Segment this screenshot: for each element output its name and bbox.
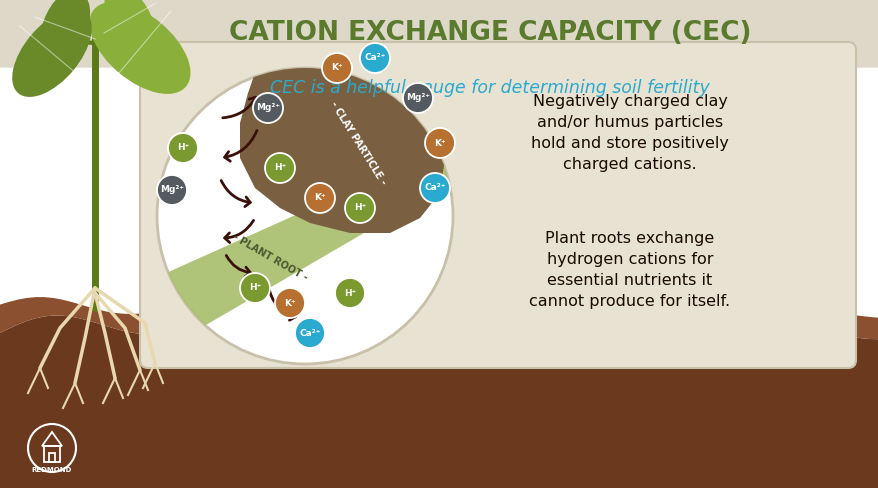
Text: - CLAY PARTICLE -: - CLAY PARTICLE - [327, 100, 387, 186]
Bar [0, 353, 878, 488]
Text: Mg²⁺: Mg²⁺ [255, 103, 280, 113]
Circle shape [157, 175, 187, 205]
Text: Ca²⁺: Ca²⁺ [424, 183, 445, 192]
Circle shape [240, 273, 270, 303]
Circle shape [305, 183, 335, 213]
Text: Mg²⁺: Mg²⁺ [160, 185, 184, 195]
Ellipse shape [104, 0, 155, 52]
Bar [49, 453, 55, 462]
Bar [0, 68, 878, 368]
Text: - PLANT ROOT -: - PLANT ROOT - [231, 232, 309, 284]
Circle shape [344, 193, 375, 223]
Circle shape [264, 153, 295, 183]
Ellipse shape [90, 2, 191, 94]
Circle shape [253, 93, 283, 123]
Circle shape [335, 278, 364, 308]
Text: H⁺: H⁺ [248, 284, 261, 292]
Text: H⁺: H⁺ [274, 163, 286, 172]
Bar [0, 68, 878, 118]
Text: CATION EXCHANGE CAPACITY (CEC): CATION EXCHANGE CAPACITY (CEC) [228, 20, 751, 46]
Ellipse shape [40, 0, 90, 66]
FancyBboxPatch shape [140, 42, 855, 368]
Text: Plant roots exchange
hydrogen cations for
essential nutrients it
cannot produce : Plant roots exchange hydrogen cations fo… [529, 231, 730, 309]
Circle shape [321, 53, 351, 83]
Polygon shape [240, 53, 444, 233]
Polygon shape [0, 297, 878, 349]
Text: K⁺: K⁺ [284, 299, 296, 307]
Circle shape [157, 68, 452, 364]
Circle shape [275, 288, 305, 318]
Text: K⁺: K⁺ [331, 63, 342, 73]
Circle shape [420, 173, 450, 203]
Circle shape [168, 133, 198, 163]
Bar [44, 446, 60, 462]
Polygon shape [0, 314, 878, 488]
Text: H⁺: H⁺ [354, 203, 366, 212]
Ellipse shape [12, 9, 91, 97]
Circle shape [360, 43, 390, 73]
Polygon shape [155, 148, 450, 343]
Text: H⁺: H⁺ [176, 143, 189, 152]
Text: REDMOND: REDMOND [32, 467, 72, 473]
Text: CEC is a helpful gauge for determining soil fertility: CEC is a helpful gauge for determining s… [270, 79, 709, 97]
Text: Ca²⁺: Ca²⁺ [363, 54, 385, 62]
Text: Ca²⁺: Ca²⁺ [299, 328, 320, 338]
Text: Negatively charged clay
and/or humus particles
hold and store positively
charged: Negatively charged clay and/or humus par… [530, 94, 728, 172]
Circle shape [425, 128, 455, 158]
Text: K⁺: K⁺ [313, 194, 326, 203]
Bar [0, 0, 878, 68]
Text: Mg²⁺: Mg²⁺ [406, 94, 429, 102]
Circle shape [295, 318, 325, 348]
Circle shape [402, 83, 433, 113]
Text: H⁺: H⁺ [343, 288, 356, 298]
Text: K⁺: K⁺ [434, 139, 445, 147]
